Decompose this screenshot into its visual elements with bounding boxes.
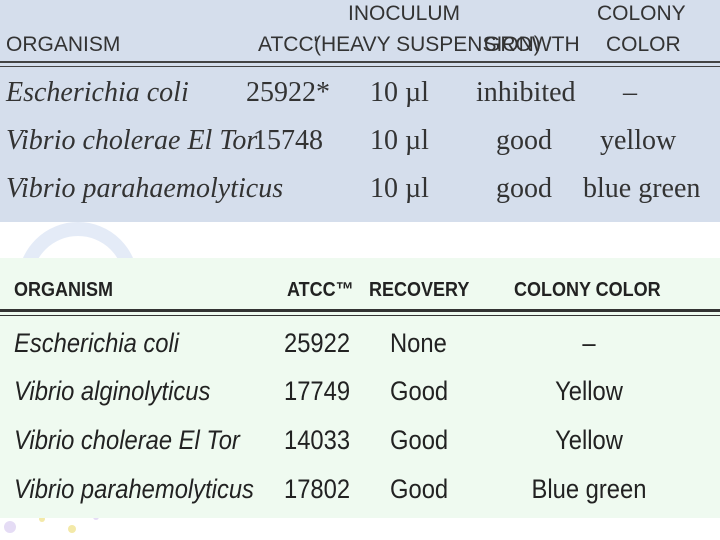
table-cell-growth: inhibited <box>476 77 576 108</box>
table-cell-organism: Vibrio cholerae El Tor <box>6 125 258 156</box>
table-cell-color: yellow <box>600 125 677 156</box>
table-cell-color: Blue green <box>531 474 647 504</box>
col-header-colony-line2: COLOR <box>606 33 681 56</box>
header-rule-top <box>0 61 720 63</box>
table-cell-atcc: 14033 <box>284 425 351 455</box>
col-header-inoculum-line1: INOCULUM <box>348 2 461 25</box>
table-cell-color: blue green <box>583 173 701 204</box>
growth-table: ORGANISM ATCC' INOCULUM (HEAVY SUSPENSIO… <box>0 0 720 222</box>
table-cell-recovery: Good <box>390 425 449 455</box>
header-rule-thick <box>0 309 720 312</box>
table-cell-atcc: 25922 <box>284 328 351 358</box>
col-header-organism: ORGANISM <box>6 33 121 56</box>
table-cell-recovery: Good <box>390 474 449 504</box>
table-cell-organism: Vibrio parahaemolyticus <box>6 173 284 204</box>
table-cell-organism: Escherichia coli <box>6 77 189 108</box>
table-cell-organism: Vibrio alginolyticus <box>14 376 211 406</box>
table-cell-organism: Vibrio parahemolyticus <box>14 474 254 504</box>
col-header-growth: GROWTH <box>484 33 580 56</box>
col-header-inoculum-line2: (HEAVY SUSPENSION) <box>314 33 541 56</box>
col-header-atcc: ATCC™ <box>287 279 354 301</box>
table-cell-atcc: 17802 <box>284 474 351 504</box>
table-cell-inoculum: 10 µl <box>370 125 429 156</box>
table-cell-growth: good <box>496 173 552 204</box>
header-rule-bottom <box>0 66 720 67</box>
table-cell-color: – <box>623 77 637 108</box>
table-cell-color: Yellow <box>555 376 623 406</box>
col-header-colony-color: COLONY COLOR <box>514 279 661 301</box>
table-cell-organism: Escherichia coli <box>14 328 180 358</box>
table-cell-recovery: None <box>390 328 447 358</box>
col-header-atcc: ATCC' <box>258 33 318 56</box>
col-header-recovery: RECOVERY <box>369 279 470 301</box>
col-header-organism: ORGANISM <box>14 279 113 301</box>
table-cell-color: – <box>582 328 596 358</box>
table-cell-inoculum: 10 µl <box>370 173 429 204</box>
table-cell-atcc: 15748 <box>253 125 323 156</box>
table-cell-color: Yellow <box>555 425 623 455</box>
table-cell-atcc: 25922* <box>246 77 330 108</box>
table-cell-atcc: 17749 <box>284 376 351 406</box>
col-header-colony-line1: COLONY <box>597 2 686 25</box>
table-cell-inoculum: 10 µl <box>370 77 429 108</box>
recovery-table: ORGANISM ATCC™ RECOVERY COLONY COLOR Esc… <box>0 258 720 518</box>
table-cell-growth: good <box>496 125 552 156</box>
table-cell-organism: Vibrio cholerae El Tor <box>14 425 240 455</box>
table-cell-recovery: Good <box>390 376 449 406</box>
header-rule-thin <box>0 315 720 316</box>
